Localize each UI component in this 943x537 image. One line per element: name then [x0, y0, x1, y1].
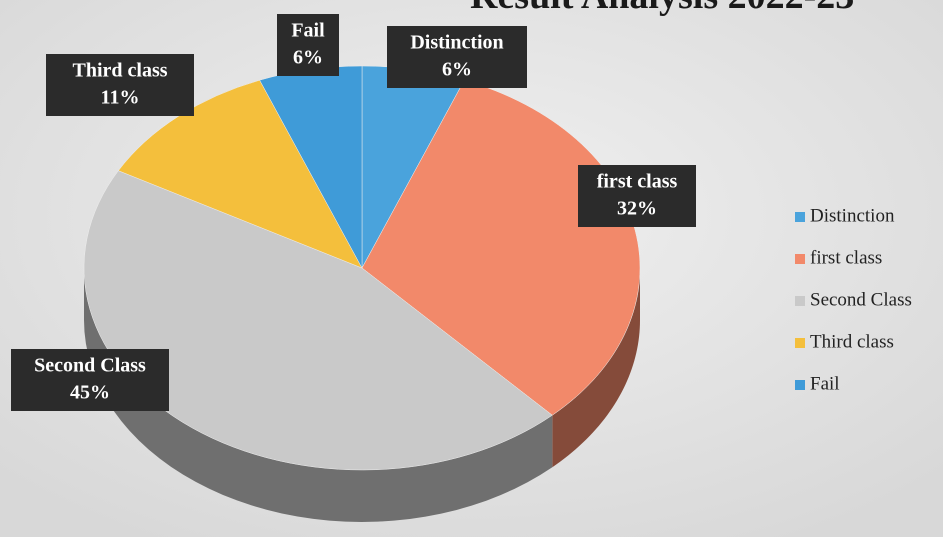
data-label-value: 32% [617, 198, 657, 220]
data-label-value: 45% [70, 382, 110, 404]
legend-label: Third class [810, 331, 894, 352]
chart-title: Result Analysis 2022-23 [470, 0, 854, 17]
legend-swatch [795, 380, 805, 390]
legend-swatch [795, 212, 805, 222]
slice-side [84, 268, 553, 522]
legend-swatch [795, 338, 805, 348]
data-label-value: 11% [101, 87, 140, 109]
legend-label: first class [810, 247, 882, 268]
slice-side [552, 268, 640, 468]
data-label-value: 6% [442, 59, 472, 81]
slice [83, 170, 553, 471]
legend-label: Fail [810, 373, 840, 394]
data-label-value: 6% [293, 47, 323, 69]
data-label-name: Third class [72, 60, 167, 82]
data-label-name: Second Class [34, 355, 146, 377]
legend-swatch [795, 254, 805, 264]
legend-label: Distinction [810, 205, 895, 226]
slice [361, 79, 641, 416]
data-label-box [11, 349, 169, 411]
data-label-box [46, 54, 194, 116]
data-label-name: first class [597, 171, 678, 193]
legend-label: Second Class [810, 289, 912, 310]
data-label-name: Fail [291, 20, 325, 42]
legend-swatch [795, 296, 805, 306]
data-label-box [387, 26, 527, 88]
slice [117, 79, 363, 269]
data-label-name: Distinction [410, 32, 503, 54]
data-label-box [277, 14, 339, 76]
data-label-box [578, 165, 696, 227]
